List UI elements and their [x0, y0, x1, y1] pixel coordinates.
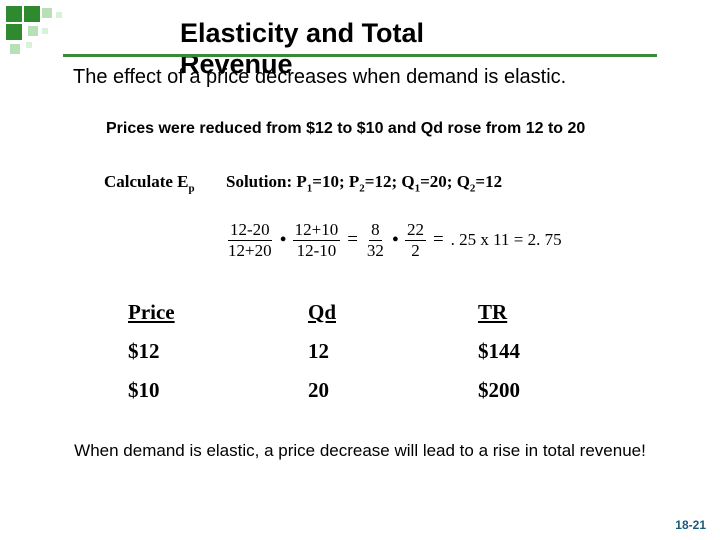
dot-2: • — [390, 235, 401, 245]
decor-square — [42, 28, 48, 34]
cell-qd: 20 — [308, 378, 478, 403]
table-row: $12 12 $144 — [128, 339, 598, 364]
revenue-table: Price Qd TR $12 12 $144 $10 20 $200 — [128, 300, 598, 417]
calculate-label: Calculate Ep — [104, 172, 195, 194]
calc-pre: Calculate E — [104, 172, 189, 191]
fraction-1: 12-20 12+20 — [226, 220, 274, 260]
cell-price: $10 — [128, 378, 308, 403]
decor-square — [10, 44, 20, 54]
formula-result: . 25 x 11 = 2. 75 — [451, 230, 562, 250]
cell-tr: $200 — [478, 378, 598, 403]
title-underline — [63, 54, 657, 57]
col-qd-header: Qd — [308, 300, 478, 325]
fraction-3: 8 32 — [365, 220, 386, 260]
solution-text: Solution: P1=10; P2=12; Q1=20; Q2=12 — [226, 172, 502, 194]
decor-square — [6, 24, 22, 40]
cell-qd: 12 — [308, 339, 478, 364]
decor-square — [28, 26, 38, 36]
decor-square — [24, 6, 40, 22]
decor-square — [56, 12, 62, 18]
elasticity-formula: 12-20 12+20 • 12+10 12-10 = 8 32 • 22 2 … — [226, 220, 562, 260]
page-number: 18-21 — [675, 518, 706, 532]
equals-2: = — [430, 229, 447, 251]
table-header-row: Price Qd TR — [128, 300, 598, 325]
decor-square — [26, 42, 32, 48]
cell-tr: $144 — [478, 339, 598, 364]
dot-1: • — [278, 235, 289, 245]
fraction-2: 12+10 12-10 — [293, 220, 341, 260]
col-price-header: Price — [128, 300, 308, 325]
col-tr-header: TR — [478, 300, 598, 325]
decor-square — [6, 6, 22, 22]
table-row: $10 20 $200 — [128, 378, 598, 403]
equals-1: = — [344, 229, 361, 251]
calc-sub: p — [189, 182, 195, 194]
decor-square — [42, 8, 52, 18]
subtitle: The effect of a price decreases when dem… — [73, 66, 566, 89]
scenario-text: Prices were reduced from $12 to $10 and … — [106, 120, 585, 138]
conclusion-text: When demand is elastic, a price decrease… — [60, 440, 660, 461]
fraction-4: 22 2 — [405, 220, 426, 260]
cell-price: $12 — [128, 339, 308, 364]
